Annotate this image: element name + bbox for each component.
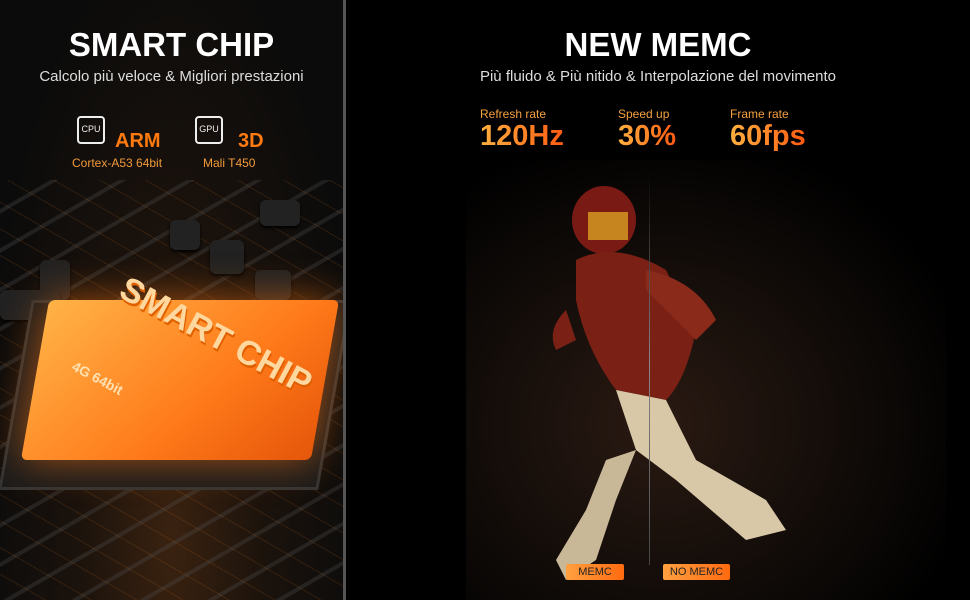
stat-frame-rate: Frame rate 60fps [730, 107, 806, 152]
panel-divider [343, 0, 346, 600]
smart-chip-panel: SMART CHIP 4G 64bit SMART CHIP Calcolo p… [0, 0, 343, 600]
cpu-spec-name: ARM [115, 130, 161, 152]
gpu-spec-detail: Mali T450 [203, 156, 256, 170]
stat-speed-up: Speed up 30% [618, 107, 677, 152]
smart-chip-subtitle: Calcolo più veloce & Migliori prestazion… [39, 68, 304, 85]
football-player-image [466, 160, 946, 600]
cpu-icon: CPU [77, 116, 105, 144]
gpu-icon: GPU [195, 116, 223, 144]
memc-subtitle: Più fluido & Più nitido & Interpolazione… [479, 68, 837, 85]
cpu-spec-detail: Cortex-A53 64bit [72, 156, 163, 170]
memc-badge: MEMC [566, 564, 624, 580]
stat-refresh-rate: Refresh rate 120Hz [480, 107, 564, 152]
comparison-divider [649, 165, 650, 565]
no-memc-badge: NO MEMC [663, 564, 730, 580]
memc-title: NEW MEMC [564, 26, 752, 63]
memc-panel: NEW MEMC Più fluido & Più nitido & Inter… [346, 0, 970, 600]
gpu-spec-name: 3D [238, 130, 264, 152]
smart-chip-title: SMART CHIP [68, 26, 275, 63]
